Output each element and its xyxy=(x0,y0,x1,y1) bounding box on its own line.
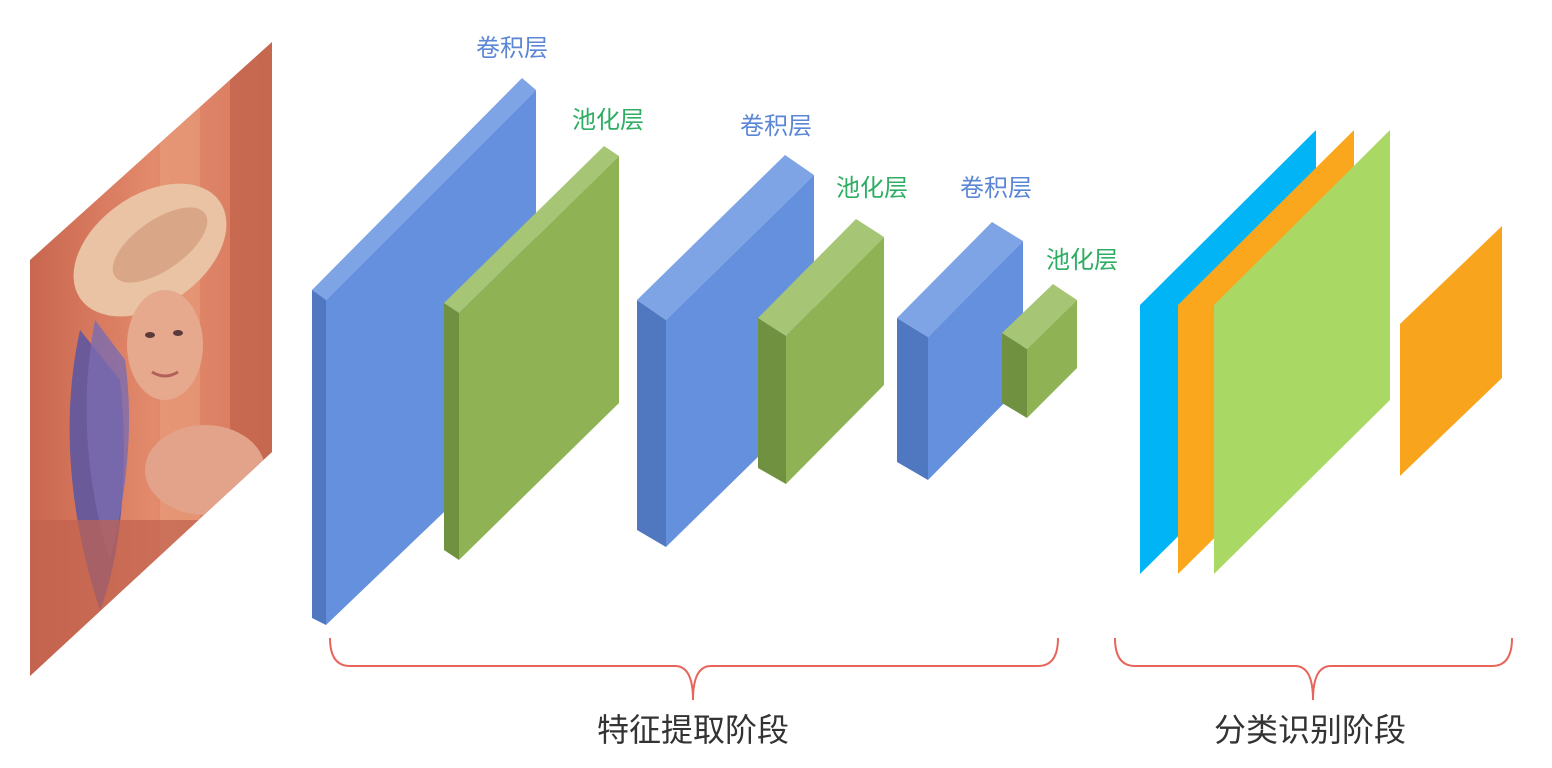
pool-layer-1-side xyxy=(444,303,459,560)
layer-label-conv1: 卷积层 xyxy=(476,34,548,62)
conv-layer-3-side xyxy=(897,318,928,480)
layer-label-conv3: 卷积层 xyxy=(960,174,1032,202)
input-image xyxy=(30,40,275,680)
conv-layer-2-side xyxy=(637,300,666,547)
feature-extraction-brace xyxy=(330,638,1058,700)
output-map-orange xyxy=(1400,226,1502,476)
layer-label-conv2: 卷积层 xyxy=(740,112,812,140)
conv-layer-1-side xyxy=(312,280,326,625)
layer-label-pool1: 池化层 xyxy=(572,106,644,134)
stage-label-feature-extraction: 特征提取阶段 xyxy=(597,711,789,749)
stage-label-classification: 分类识别阶段 xyxy=(1214,711,1406,749)
layer-label-pool2: 池化层 xyxy=(836,174,908,202)
classification-maps xyxy=(1140,130,1502,574)
pool-layer-2-side xyxy=(758,318,786,484)
layer-label-pool3: 池化层 xyxy=(1046,246,1118,274)
classification-brace xyxy=(1115,638,1512,700)
